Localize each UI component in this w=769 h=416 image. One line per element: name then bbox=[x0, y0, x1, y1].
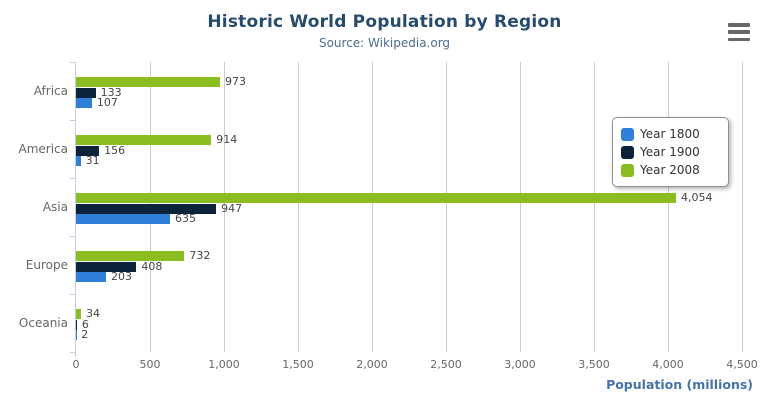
export-menu-button[interactable] bbox=[728, 23, 752, 41]
bar-value-label: 156 bbox=[104, 143, 126, 157]
x-axis-tick-label: 3,000 bbox=[504, 358, 536, 371]
bar-asia-year-2008[interactable] bbox=[76, 193, 676, 203]
legend-label: Year 1900 bbox=[640, 145, 700, 159]
category-axis-tick bbox=[70, 236, 75, 237]
bar-value-label: 107 bbox=[96, 96, 118, 110]
bar-africa-year-2008[interactable] bbox=[76, 77, 220, 87]
bar-europe-year-1900[interactable] bbox=[76, 261, 137, 272]
category-label: Asia bbox=[42, 200, 68, 214]
x-axis-tick-label: 3,500 bbox=[578, 358, 610, 371]
gridline bbox=[371, 62, 373, 352]
bar-africa-year-1800[interactable] bbox=[76, 98, 92, 109]
hamburger-icon bbox=[728, 23, 750, 27]
gridline bbox=[297, 62, 299, 352]
bar-oceania-year-1900[interactable] bbox=[76, 319, 77, 330]
bar-value-label: 31 bbox=[85, 154, 100, 168]
x-axis-tick-label: 2,500 bbox=[430, 358, 462, 371]
bar-america-year-2008[interactable] bbox=[76, 135, 212, 145]
category-axis-tick bbox=[70, 120, 75, 121]
bar-value-label: 2 bbox=[81, 328, 89, 342]
category-label: Oceania bbox=[18, 316, 68, 330]
legend-item-year-1900[interactable]: Year 1900 bbox=[621, 143, 720, 161]
bar-value-label: 973 bbox=[225, 75, 246, 88]
bar-value-label: 34 bbox=[86, 307, 101, 320]
bar-africa-year-1900[interactable] bbox=[76, 87, 96, 98]
x-axis-title: Population (millions) bbox=[606, 377, 753, 392]
category-axis-line bbox=[75, 62, 76, 357]
legend-swatch-icon bbox=[621, 163, 634, 177]
chart-subtitle: Source: Wikipedia.org bbox=[318, 36, 451, 50]
legend-label: Year 2008 bbox=[640, 163, 700, 177]
category-axis-tick bbox=[70, 62, 75, 63]
category-label: Europe bbox=[25, 258, 68, 272]
bar-asia-year-1900[interactable] bbox=[76, 203, 217, 214]
category-axis-tick bbox=[70, 294, 75, 295]
x-axis-tick-label: 0 bbox=[72, 358, 80, 371]
category-label: America bbox=[18, 142, 69, 156]
gridline bbox=[593, 62, 595, 352]
gridline bbox=[223, 62, 225, 352]
gridline bbox=[519, 62, 521, 352]
hamburger-icon bbox=[728, 30, 750, 34]
bar-value-label: 6 bbox=[81, 317, 89, 331]
bar-value-label: 4,054 bbox=[680, 191, 713, 204]
category-label: Africa bbox=[33, 84, 68, 98]
x-axis-tick-label: 500 bbox=[139, 358, 161, 371]
bar-america-year-1800[interactable] bbox=[76, 156, 81, 167]
category-axis-tick bbox=[70, 352, 75, 353]
gridline bbox=[445, 62, 447, 352]
bar-europe-year-1800[interactable] bbox=[76, 272, 107, 283]
bar-value-label: 635 bbox=[174, 212, 196, 226]
bar-america-year-1900[interactable] bbox=[76, 145, 100, 156]
bar-value-label: 732 bbox=[189, 249, 211, 262]
x-axis-tick-label: 2,000 bbox=[356, 358, 388, 371]
x-axis-tick-label: 4,500 bbox=[726, 358, 758, 371]
legend-label: Year 1800 bbox=[640, 127, 700, 141]
bar-value-label: 947 bbox=[221, 201, 243, 215]
legend-item-year-2008[interactable]: Year 2008 bbox=[621, 161, 720, 179]
legend-item-year-1800[interactable]: Year 1800 bbox=[621, 125, 720, 143]
legend-swatch-icon bbox=[621, 127, 634, 141]
legend: Year 1800 Year 1900 Year 2008 bbox=[612, 117, 729, 187]
bar-oceania-year-2008[interactable] bbox=[76, 309, 82, 319]
gridline bbox=[741, 62, 743, 352]
bar-value-label: 203 bbox=[111, 270, 133, 284]
bar-europe-year-2008[interactable] bbox=[76, 251, 185, 261]
x-axis-tick-label: 1,000 bbox=[208, 358, 240, 371]
x-axis-tick-label: 4,000 bbox=[652, 358, 684, 371]
bar-value-label: 408 bbox=[141, 259, 163, 273]
bar-value-label: 914 bbox=[216, 133, 238, 146]
bar-asia-year-1800[interactable] bbox=[76, 214, 170, 225]
bar-value-label: 133 bbox=[100, 85, 122, 99]
hamburger-icon bbox=[728, 37, 750, 41]
chart-title: Historic World Population by Region bbox=[207, 12, 562, 32]
x-axis-tick-label: 1,500 bbox=[282, 358, 314, 371]
legend-swatch-icon bbox=[621, 145, 634, 159]
category-axis-tick bbox=[70, 178, 75, 179]
gridline bbox=[667, 62, 669, 352]
